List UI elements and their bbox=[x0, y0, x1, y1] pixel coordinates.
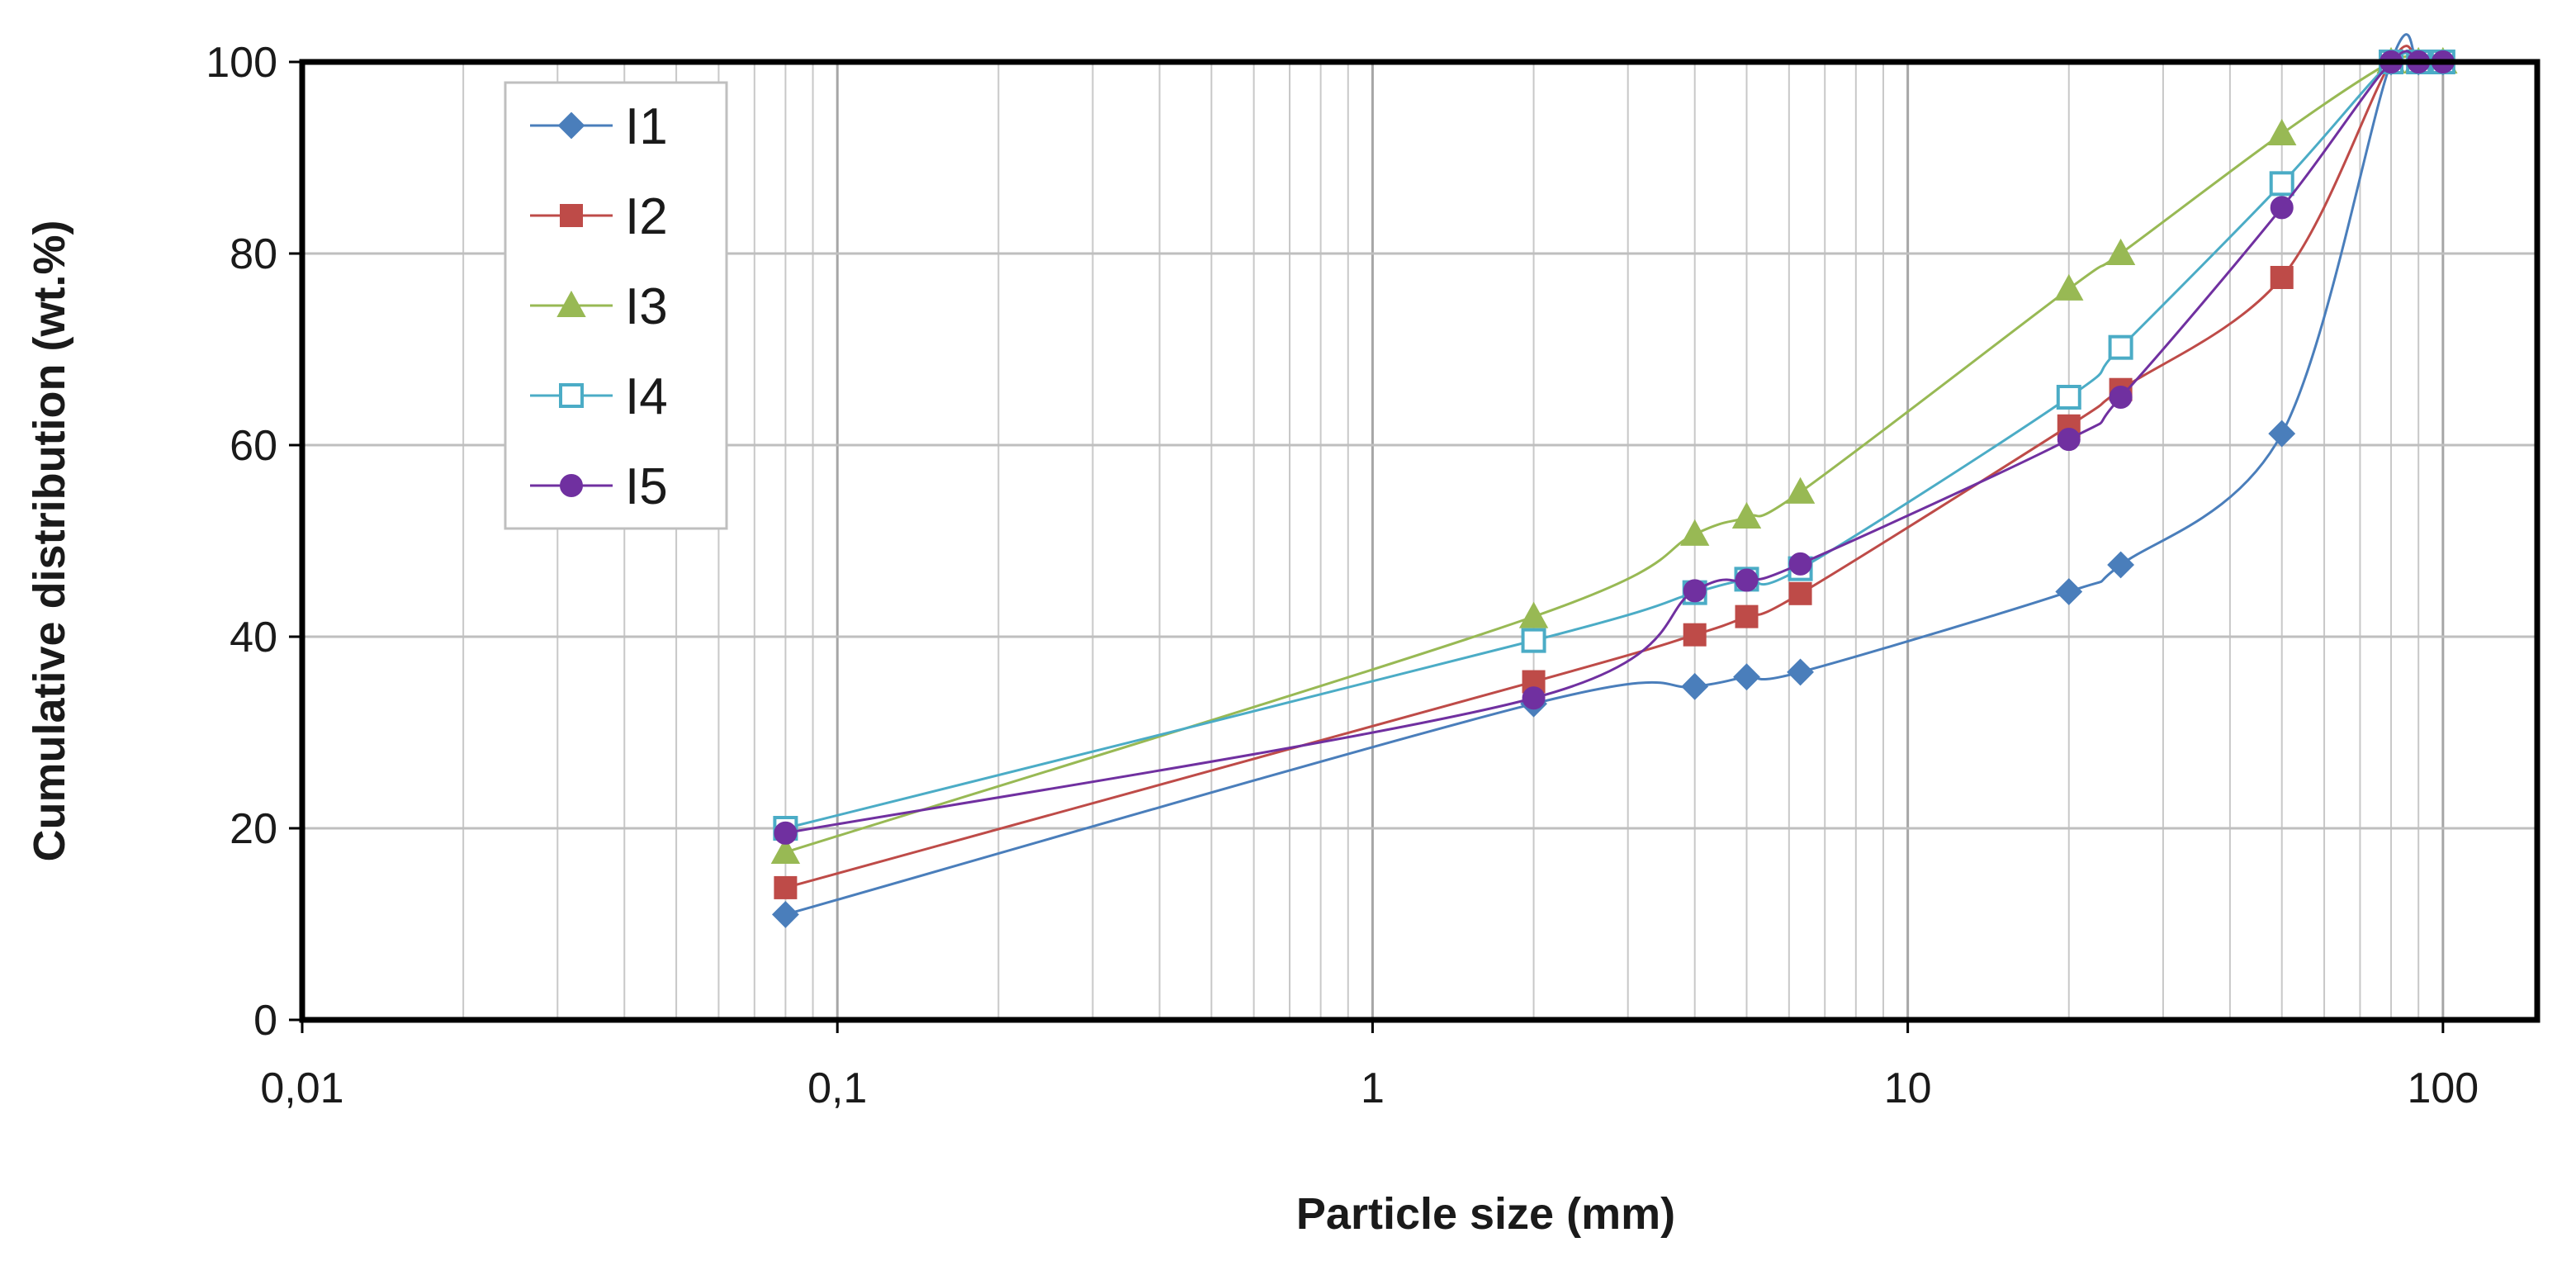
y-tick-label: 80 bbox=[230, 230, 277, 278]
legend-label: I1 bbox=[625, 98, 668, 155]
data-point bbox=[2056, 385, 2081, 410]
data-point bbox=[1518, 601, 1549, 628]
legend-item-I4: I4 bbox=[530, 368, 668, 425]
legend-marker bbox=[560, 204, 583, 227]
series-line-I4 bbox=[785, 51, 2443, 830]
y-axis-title: Cumulative distribution (wt.%) bbox=[25, 220, 74, 862]
y-tick-label: 0 bbox=[253, 997, 277, 1045]
data-point bbox=[2270, 196, 2294, 220]
data-point bbox=[774, 875, 798, 899]
legend-label: I5 bbox=[625, 458, 668, 515]
data-point bbox=[1521, 628, 1546, 653]
legend-label: I4 bbox=[625, 368, 668, 425]
data-point bbox=[771, 900, 799, 928]
series-line-I3 bbox=[784, 55, 2443, 854]
legend-item-I2: I2 bbox=[530, 188, 668, 245]
x-tick-label: 1 bbox=[1361, 1064, 1385, 1112]
data-point bbox=[1522, 686, 1546, 710]
legend-marker bbox=[557, 111, 585, 140]
y-tick-label: 60 bbox=[230, 422, 277, 470]
data-point bbox=[2109, 386, 2133, 409]
legend-marker bbox=[560, 474, 583, 497]
series-line-I2 bbox=[784, 45, 2443, 889]
series-line-I5 bbox=[785, 50, 2443, 835]
plot-series bbox=[770, 33, 2458, 928]
series-I5 bbox=[774, 50, 2455, 845]
data-point bbox=[1735, 568, 1759, 592]
data-point bbox=[2270, 266, 2294, 289]
data-point bbox=[1788, 581, 1812, 605]
data-point bbox=[1787, 658, 1814, 686]
data-point bbox=[1683, 579, 1707, 603]
y-tick-label: 40 bbox=[230, 614, 277, 661]
data-point bbox=[1785, 476, 1816, 504]
data-point bbox=[774, 821, 798, 845]
plot-frame bbox=[299, 59, 2540, 1023]
series-I2 bbox=[774, 45, 2455, 899]
axis-ticks: 0 20 40 60 80 100 0,01 0,1 1 10 100 bbox=[206, 39, 2479, 1112]
data-point bbox=[1681, 672, 1709, 700]
data-point bbox=[2267, 118, 2297, 145]
legend-label: I2 bbox=[625, 188, 668, 245]
data-point bbox=[2055, 578, 2083, 605]
series-I3 bbox=[770, 46, 2458, 864]
data-point bbox=[2268, 420, 2296, 448]
data-point bbox=[2269, 171, 2294, 197]
data-point bbox=[1683, 623, 1707, 647]
data-point bbox=[1735, 604, 1759, 628]
data-point bbox=[1679, 519, 1710, 546]
x-tick-label: 0,01 bbox=[260, 1064, 343, 1112]
y-tick-label: 20 bbox=[230, 805, 277, 853]
data-point bbox=[2057, 428, 2081, 452]
legend-item-I3: I3 bbox=[530, 278, 668, 335]
y-tick-label: 100 bbox=[206, 39, 277, 87]
data-point bbox=[770, 837, 801, 864]
series-line-I1 bbox=[784, 33, 2443, 916]
legend-item-I5: I5 bbox=[530, 458, 668, 515]
legend-marker bbox=[559, 383, 584, 408]
data-point bbox=[2105, 238, 2136, 265]
x-axis-title: Particle size (mm) bbox=[1296, 1189, 1675, 1239]
x-tick-label: 10 bbox=[1884, 1064, 1932, 1112]
data-point bbox=[1731, 501, 1762, 529]
data-point bbox=[2054, 273, 2084, 301]
data-point bbox=[1788, 552, 1812, 576]
legend-label: I3 bbox=[625, 278, 668, 335]
data-point bbox=[1733, 663, 1760, 691]
x-tick-label: 100 bbox=[2407, 1064, 2479, 1112]
legend: I1 I2 I3 I4 I5 bbox=[504, 81, 728, 530]
data-point bbox=[2108, 334, 2133, 360]
legend-marker bbox=[556, 290, 586, 317]
x-tick-label: 0,1 bbox=[807, 1064, 867, 1112]
legend-item-I1: I1 bbox=[530, 98, 668, 155]
data-point bbox=[2107, 551, 2135, 579]
